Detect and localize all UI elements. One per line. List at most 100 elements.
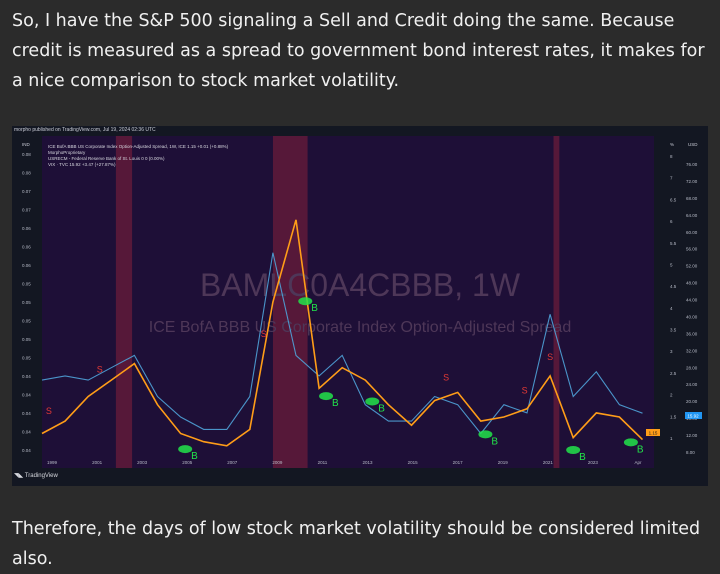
- recession-band-2: [553, 136, 560, 468]
- buy-signal-label-2: B: [332, 398, 339, 409]
- buy-signal-label-1: B: [311, 303, 318, 314]
- x-tick-label: Apr: [634, 460, 642, 465]
- left-axis-label: IND: [22, 142, 31, 147]
- left-tick-label: 0.05: [22, 337, 31, 342]
- left-tick-label: 0.04: [22, 393, 31, 398]
- mid-tick-label: 5: [670, 262, 673, 267]
- mid-axis-label: %: [670, 142, 674, 147]
- buy-signal-label-0: B: [191, 451, 198, 462]
- x-tick-label: 2013: [363, 460, 374, 465]
- left-tick-label: 0.06: [22, 226, 31, 231]
- left-tick-label: 0.04: [22, 374, 31, 379]
- spread-last-value: 1.15: [649, 431, 658, 436]
- conclusion-paragraph: Therefore, the days of low stock market …: [12, 519, 701, 569]
- right-tick-label: 44.00: [686, 298, 698, 303]
- chart-screenshot: morpho published on TradingView.com, Jul…: [12, 126, 708, 486]
- x-tick-label: 2021: [543, 460, 554, 465]
- buy-signal-label-4: B: [491, 436, 498, 447]
- right-tick-label: 32.00: [686, 348, 698, 353]
- left-tick-label: 0.04: [22, 411, 31, 416]
- mid-tick-label: 4.5: [670, 284, 677, 289]
- x-tick-label: 2005: [182, 460, 193, 465]
- x-tick-label: 2015: [408, 460, 419, 465]
- right-axis-label: USD: [688, 142, 698, 147]
- mid-tick-label: 6.5: [670, 197, 677, 202]
- right-tick-label: 64.00: [686, 213, 698, 218]
- right-tick-label: 60.00: [686, 230, 698, 235]
- legend-proprietary: MorphoProprietary: [48, 150, 86, 155]
- left-tick-label: 0.05: [22, 319, 31, 324]
- left-tick-label: 0.08: [22, 171, 31, 176]
- x-tick-label: 2007: [227, 460, 238, 465]
- right-tick-label: 40.00: [686, 314, 698, 319]
- x-tick-label: 1999: [47, 460, 58, 465]
- left-tick-label: 0.05: [22, 356, 31, 361]
- buy-signal-label-5: B: [579, 452, 586, 463]
- mid-tick-label: 2.5: [670, 371, 677, 376]
- chart-legend: ICE BofA BBB US Corporate Index Option-A…: [48, 144, 229, 167]
- buy-signal-cluster-0: [178, 445, 193, 454]
- left-tick-label: 0.06: [22, 263, 31, 268]
- right-tick-label: 36.00: [686, 331, 698, 336]
- mid-tick-label: 2: [670, 393, 673, 398]
- right-tick-label: 48.00: [686, 281, 698, 286]
- mid-tick-label: 3.5: [670, 328, 677, 333]
- left-tick-label: 0.04: [22, 430, 31, 435]
- legend-vix: VIX · TVC 15.92 +3.47 (+27.87%): [48, 162, 116, 167]
- legend-spread: ICE BofA BBB US Corporate Index Option-A…: [48, 144, 229, 149]
- tradingview-brand: TradingView: [24, 473, 58, 479]
- spread-last-badge: [646, 429, 660, 436]
- mid-tick-label: 1.5: [670, 414, 677, 419]
- right-tick-label: 68.00: [686, 196, 698, 201]
- left-tick-label: 0.07: [22, 208, 31, 213]
- x-tick-label: 2017: [453, 460, 464, 465]
- x-tick-label: 2003: [137, 460, 148, 465]
- left-tick-label: 0.04: [22, 448, 31, 453]
- buy-signal-cluster-5: [566, 446, 581, 454]
- mid-tick-label: 4: [670, 306, 673, 311]
- x-tick-label: 2023: [588, 460, 599, 465]
- buy-signal-label-3: B: [378, 403, 385, 414]
- publisher-line: morpho published on TradingView.com, Jul…: [14, 127, 156, 133]
- legend-usrecm: USRECM - Federal Reserve Bank of St. Lou…: [48, 156, 165, 161]
- spread-line: [41, 219, 644, 447]
- sell-signal-label-5: S: [547, 352, 553, 362]
- left-tick-label: 0.07: [22, 189, 31, 194]
- right-tick-label: 12.00: [686, 433, 698, 438]
- sell-signal-label-0: S: [46, 406, 52, 416]
- left-tick-label: 0.08: [22, 152, 31, 157]
- tradingview-logo: ◥◣ TradingView: [14, 472, 58, 479]
- buy-signal-cluster-3: [365, 397, 380, 406]
- buy-signal-cluster-6: [623, 438, 638, 447]
- x-tick-label: 2019: [498, 460, 509, 465]
- sell-signal-label-2: S: [261, 329, 267, 339]
- buy-signal-cluster-2: [319, 392, 334, 401]
- watermark-description: ICE BofA BBB US Corporate Index Option-A…: [149, 319, 571, 336]
- buy-signal-cluster-4: [478, 430, 493, 439]
- buy-signal-label-6: B: [637, 444, 644, 455]
- mid-tick-label: 5.5: [670, 241, 677, 246]
- right-tick-label: 20.00: [686, 399, 698, 404]
- sell-signal-label-3: S: [443, 372, 449, 382]
- chart-svg: BAMLC0A4CBBB, 1W ICE BofA BBB US Corpora…: [18, 136, 702, 468]
- intro-paragraph: So, I have the S&P 500 signaling a Sell …: [12, 11, 705, 91]
- recession-band-0: [115, 136, 133, 468]
- right-tick-label: 24.00: [686, 382, 698, 387]
- watermark-symbol: BAMLC0A4CBBB, 1W: [200, 267, 521, 303]
- right-tick-label: 8.00: [686, 450, 695, 455]
- x-tick-label: 2009: [272, 460, 283, 465]
- mid-tick-label: 3: [670, 349, 673, 354]
- left-tick-label: 0.06: [22, 245, 31, 250]
- buy-signal-cluster-1: [298, 297, 313, 306]
- mid-tick-label: 1: [670, 436, 673, 441]
- mid-tick-label: 6: [670, 219, 673, 224]
- left-tick-label: 0.05: [22, 282, 31, 287]
- vix-line: [41, 252, 643, 435]
- x-tick-label: 2001: [92, 460, 103, 465]
- vix-last-value: 15.92: [687, 414, 699, 419]
- right-tick-label: 76.00: [686, 162, 698, 167]
- sell-signal-label-4: S: [522, 386, 528, 396]
- left-tick-label: 0.05: [22, 300, 31, 305]
- mid-tick-label: 8: [670, 154, 673, 159]
- mid-tick-label: 7: [670, 176, 673, 181]
